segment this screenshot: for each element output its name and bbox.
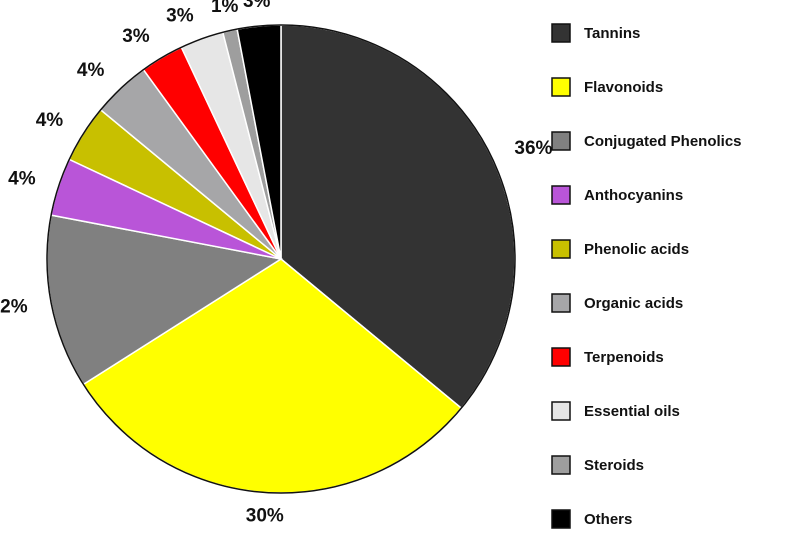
slice-label-others: 3%: [243, 0, 271, 12]
legend-label-organic-acids: Organic acids: [584, 295, 683, 312]
legend-swatch-steroids: [551, 455, 571, 475]
slice-label-terpenoids: 3%: [122, 26, 150, 47]
legend-swatch-flavonoids: [551, 77, 571, 97]
legend-swatch-essential-oils: [551, 401, 571, 421]
legend-label-others: Others: [584, 511, 632, 528]
legend-label-tannins: Tannins: [584, 25, 640, 42]
legend-label-phenolic-acids: Phenolic acids: [584, 241, 689, 258]
slice-label-flavonoids: 30%: [246, 506, 284, 527]
slice-label-essential-oils: 3%: [166, 5, 194, 26]
legend-item-others: Others: [551, 509, 632, 529]
pie-slices: [46, 24, 516, 494]
slice-label-organic-acids: 4%: [77, 60, 105, 81]
legend-label-flavonoids: Flavonoids: [584, 79, 663, 96]
pie-outline: [46, 24, 516, 494]
legend-swatch-tannins: [551, 23, 571, 43]
legend: Tannins Flavonoids Conjugated Phenolics Ant…: [551, 23, 742, 529]
legend-item-phenolic-acids: Phenolic acids: [551, 239, 689, 259]
legend-item-organic-acids: Organic acids: [551, 293, 683, 313]
legend-item-essential-oils: Essential oils: [551, 401, 680, 421]
legend-item-conjugated-phenolics: Conjugated Phenolics: [551, 131, 742, 151]
slice-label-anthocyanins: 4%: [8, 168, 36, 189]
legend-swatch-anthocyanins: [551, 185, 571, 205]
slice-label-steroids: 1%: [211, 0, 239, 17]
slice-label-tannins: 36%: [514, 138, 552, 159]
legend-swatch-others: [551, 509, 571, 529]
legend-item-terpenoids: Terpenoids: [551, 347, 664, 367]
legend-label-steroids: Steroids: [584, 457, 644, 474]
legend-swatch-organic-acids: [551, 293, 571, 313]
slice-label-conjugated-phenolics: 12%: [0, 296, 28, 317]
legend-item-tannins: Tannins: [551, 23, 640, 43]
legend-label-conjugated-phenolics: Conjugated Phenolics: [584, 133, 742, 150]
legend-label-terpenoids: Terpenoids: [584, 349, 664, 366]
legend-label-essential-oils: Essential oils: [584, 403, 680, 420]
legend-item-flavonoids: Flavonoids: [551, 77, 663, 97]
pie-percent-labels: 36% 30% 12% 4% 4% 4% 3% 3% 1% 3%: [0, 0, 553, 527]
legend-item-steroids: Steroids: [551, 455, 644, 475]
legend-swatch-terpenoids: [551, 347, 571, 367]
legend-swatch-conjugated-phenolics: [551, 131, 571, 151]
slice-label-phenolic-acids: 4%: [36, 110, 64, 131]
legend-swatch-phenolic-acids: [551, 239, 571, 259]
legend-item-anthocyanins: Anthocyanins: [551, 185, 683, 205]
legend-label-anthocyanins: Anthocyanins: [584, 187, 683, 204]
